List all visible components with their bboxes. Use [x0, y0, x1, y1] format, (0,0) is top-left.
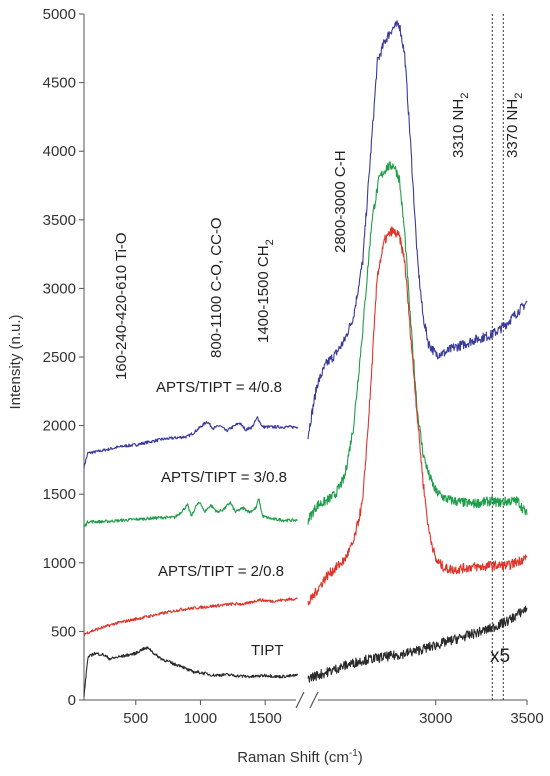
series-2 [83, 161, 528, 528]
y-tick-label: 500 [51, 623, 76, 640]
series-line-left [83, 498, 298, 528]
series-line-left [83, 597, 298, 636]
series-4 [83, 605, 528, 698]
y-tick-label: 1500 [43, 486, 76, 503]
y-tick-label: 5000 [43, 6, 76, 23]
series-line-right [307, 20, 528, 440]
series-label-2-0-8: APTS/TIPT = 2/0.8 [158, 563, 284, 580]
axis-break-mark [309, 691, 319, 709]
magnification-label: x5 [490, 646, 510, 667]
annotation-ti-o: 160-240-420-610 Ti-O [113, 232, 130, 380]
y-tick-label: 3000 [43, 280, 76, 297]
y-tick-label: 2000 [43, 418, 76, 435]
annotation-nh2-3370: 3370 NH2 [504, 93, 525, 158]
reference-lines-layer [491, 14, 504, 700]
axis-break-mark [295, 691, 305, 709]
y-tick-label: 3500 [43, 212, 76, 229]
x-tick-label: 1000 [184, 710, 217, 727]
annotation-nh2-3310: 3310 NH2 [450, 93, 471, 158]
series-line-left [83, 646, 299, 698]
series-line-right [307, 161, 528, 525]
x-tick-label: 3500 [510, 710, 543, 727]
series-line-left [83, 416, 299, 469]
y-tick-label: 4000 [43, 143, 76, 160]
series-label-3-0-8: APTS/TIPT = 3/0.8 [161, 469, 287, 486]
x-tick-label: 500 [123, 710, 148, 727]
annotation-ch2: 1400-1500 CH2 [255, 239, 276, 343]
x-tick-label: 1500 [248, 710, 281, 727]
y-tick-label: 0 [68, 692, 76, 709]
y-tick-label: 2500 [43, 349, 76, 366]
series-line-right [307, 226, 528, 606]
annotation-c-o: 800-1100 C-O, CC-O [208, 217, 225, 358]
series-layer [83, 20, 528, 698]
annotation-c-h: 2800-3000 C-H [332, 150, 349, 253]
axes-layer: 0 500 1000 1500 2000 2500 3000 3500 4000 4500 5000… [43, 6, 544, 727]
y-axis-label: Intensity (n.u.) [7, 314, 24, 409]
x-axis-label-superscript: -1 [349, 748, 358, 759]
series-1 [83, 20, 528, 469]
y-tick-label: 1000 [43, 555, 76, 572]
x-tick-label: 3000 [419, 710, 452, 727]
x-axis-label: Raman Shift (cm-1) [237, 748, 363, 766]
y-tick-label: 4500 [43, 75, 76, 92]
series-line-right [307, 605, 528, 683]
series-label-4-0-8: APTS/TIPT = 4/0.8 [156, 379, 282, 396]
series-label-tipt: TIPT [251, 642, 284, 659]
series-3 [83, 226, 528, 636]
